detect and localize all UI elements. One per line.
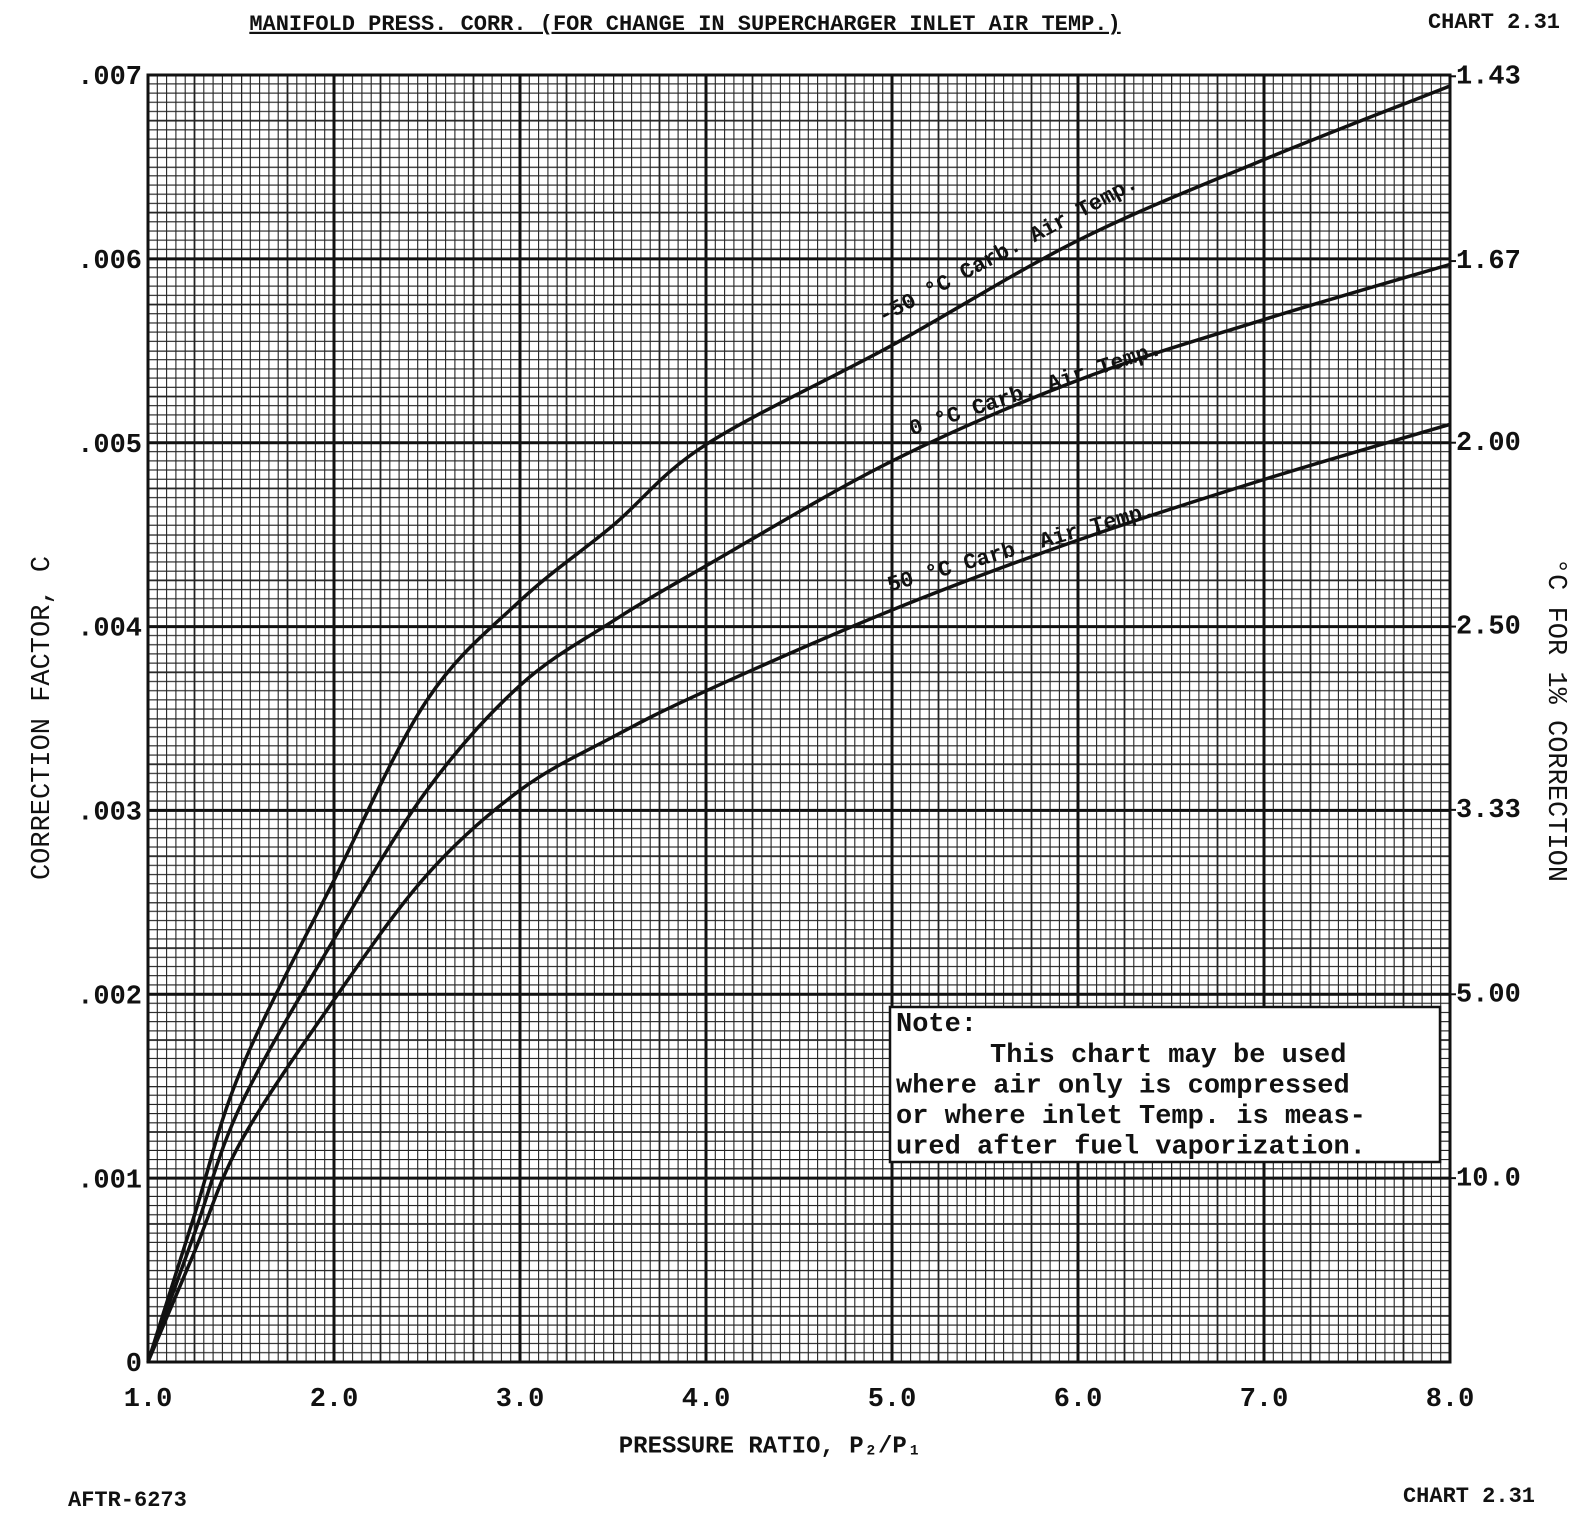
x-tick-label: 4.0 [682, 1385, 731, 1415]
y-tick-label: .006 [77, 247, 142, 277]
y2-tick-label: 2.00 [1456, 429, 1521, 459]
note-line: This chart may be used [990, 1041, 1346, 1071]
chart-title: MANIFOLD PRESS. CORR. (FOR CHANGE IN SUP… [249, 12, 1120, 37]
y-tick-label: 0 [126, 1350, 142, 1380]
y-tick-label: .003 [77, 799, 142, 829]
y-axis-label: CORRECTION FACTOR, C [28, 556, 58, 880]
report-id: AFTR-6273 [68, 1488, 187, 1513]
curve [146, 262, 1451, 1363]
x-tick-label: 8.0 [1426, 1385, 1475, 1415]
note-line: or where inlet Temp. is meas- [896, 1102, 1366, 1132]
y-tick-label: .004 [77, 615, 142, 645]
y2-tick-label: 5.00 [1456, 980, 1521, 1010]
x-tick-label: 5.0 [868, 1385, 917, 1415]
x-axis-label: PRESSURE RATIO, P₂/P₁ [619, 1433, 921, 1460]
y2-tick-label: 2.50 [1456, 613, 1521, 643]
curve [146, 84, 1451, 1363]
x-tick-label: 3.0 [496, 1385, 545, 1415]
y-tick-label: .001 [77, 1166, 142, 1196]
x-tick-label: 2.0 [310, 1385, 359, 1415]
x-tick-label: 1.0 [124, 1385, 173, 1415]
note-box [888, 1005, 1442, 1164]
y2-axis-label: °C FOR 1% CORRECTION [1540, 558, 1569, 882]
x-tick-label: 7.0 [1240, 1385, 1289, 1415]
note-line: where air only is compressed [896, 1072, 1350, 1102]
y2-tick-label: 10.0 [1456, 1164, 1521, 1194]
y2-tick-label: 1.67 [1456, 247, 1521, 277]
chart-id: CHART 2.31 [1403, 1484, 1535, 1509]
x-tick-label: 6.0 [1054, 1385, 1103, 1415]
y2-tick-label: 1.43 [1456, 62, 1521, 92]
y-tick-label: .005 [77, 431, 142, 461]
curve [146, 422, 1451, 1363]
minor-grid [148, 75, 1450, 1362]
note-heading: Note: [896, 1010, 977, 1040]
y2-tick-label: 3.33 [1456, 796, 1521, 826]
y-tick-label: .002 [77, 982, 142, 1012]
note-line: ured after fuel vaporization. [896, 1133, 1366, 1163]
plot-frame [146, 73, 1452, 1364]
y-tick-label: .007 [77, 63, 142, 93]
chart-id: CHART 2.31 [1428, 10, 1560, 35]
